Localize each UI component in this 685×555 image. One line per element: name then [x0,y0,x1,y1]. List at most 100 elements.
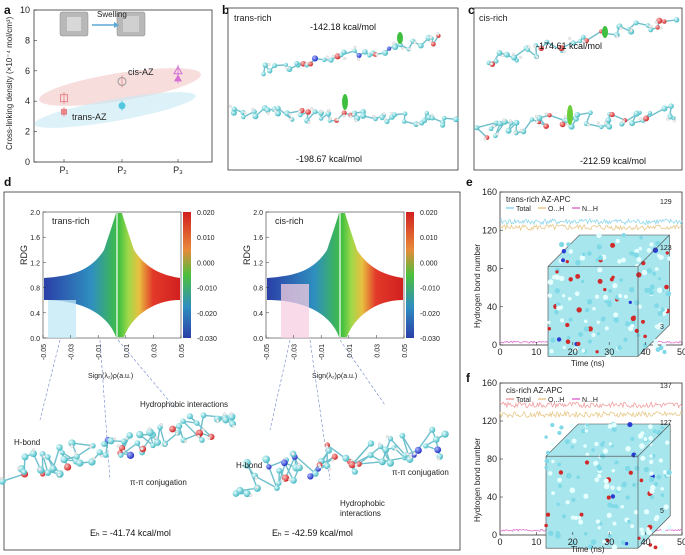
md-atom [606,512,612,518]
md-atom [548,530,554,536]
hydrogen-atom [331,54,335,58]
atom [401,119,407,124]
atom [120,438,127,445]
colorbar-tick-label: -0.020 [197,311,217,318]
md-atom [550,337,556,343]
molecule-c-bottom [474,103,676,141]
md-atom [636,257,642,263]
md-atom [596,332,601,336]
md-atom [561,294,566,298]
rdg-ylabel-left: RDG [19,245,29,265]
value-total-f: 137 [660,383,672,390]
md-atom [551,459,555,464]
md-atom [544,435,548,439]
hydrogen-atom [377,442,382,446]
atom [399,432,406,439]
md-atom [597,466,603,471]
md-atom [621,482,627,488]
nci-isosurface [397,32,403,44]
atom [325,110,332,117]
md-atom [637,433,644,439]
md-atom [551,491,555,495]
value-total-e: 129 [660,199,672,206]
atom [194,420,200,426]
md-atom [583,326,590,332]
md-atom [575,260,581,266]
series-line-e [499,217,683,226]
bond [120,442,138,456]
md-atom [625,446,631,452]
md-atom [556,337,562,342]
atom [568,123,575,130]
hydrogen-atom [429,39,433,43]
hydrogen-atom [375,53,379,57]
bond [401,435,415,456]
atom [643,115,650,122]
md-atom [602,448,609,454]
series-line-f [499,410,683,419]
xlabel-f: Time (ns) [571,545,605,554]
molecule-c-top [486,17,680,67]
md-atom [555,531,560,536]
atom [414,446,422,454]
hydrogen-atom [349,115,353,119]
hydrogen-atom [291,452,295,456]
hydrogen-atom [100,454,104,458]
atom [275,105,281,111]
atom [441,430,449,438]
md-atom [607,502,613,508]
md-atom [612,282,618,289]
rdg-xtick-label: -0.05 [264,344,271,360]
hydrogen-atom [154,436,158,440]
md-atom [590,539,597,545]
hydrogen-atom [343,56,347,61]
atom [146,428,154,437]
hydrogen-atom [489,62,493,66]
md-atom [587,326,593,332]
md-atom [657,277,662,281]
colorbar-tick-label: 0.020 [420,210,438,217]
atom [341,110,347,116]
md-atom [664,284,669,290]
md-atom [646,529,652,535]
md-atom [649,459,654,465]
atom [529,117,535,122]
md-atom [544,458,550,464]
md-atom [643,437,648,442]
md-atom [593,460,599,466]
hydrogen-atom [582,40,586,44]
eb-right: Eₕ = -42.59 kcal/mol [272,528,353,538]
bond [358,461,383,465]
hydrogen-atom [495,132,499,136]
md-atom [576,341,581,347]
colorbar-tick-label: 0.010 [197,235,215,242]
md-atom [594,477,600,483]
md-atom [600,316,606,322]
ytick-label-a: 10 [20,5,30,15]
xtick-label-e: 40 [641,347,651,357]
atom [276,467,283,474]
hydrogen-atom [401,46,405,50]
trans-band [34,92,196,128]
rdg-xtick-label: -0.05 [41,344,48,360]
hydrogen-atom [603,121,607,125]
frame-c [473,7,683,171]
hydrogen-atom [113,437,117,441]
md-atom [599,521,603,526]
atom [356,52,362,58]
bond [254,475,278,489]
molecule-d-left [0,412,236,485]
md-atom [623,294,628,299]
xtick-label-f: 0 [497,537,502,547]
atom [325,447,332,454]
atom [362,49,368,55]
atom [295,464,303,472]
atom [543,123,549,129]
panel-b: b trans-rich -142.18 kcal/mol -198.67 kc… [222,3,459,171]
ytick-label-a: 6 [25,66,30,76]
hydrogen-atom [408,47,412,51]
atom [442,115,447,121]
panel-label-e: e [466,175,473,189]
atom [513,119,520,126]
hydrogen-atom [535,55,539,59]
